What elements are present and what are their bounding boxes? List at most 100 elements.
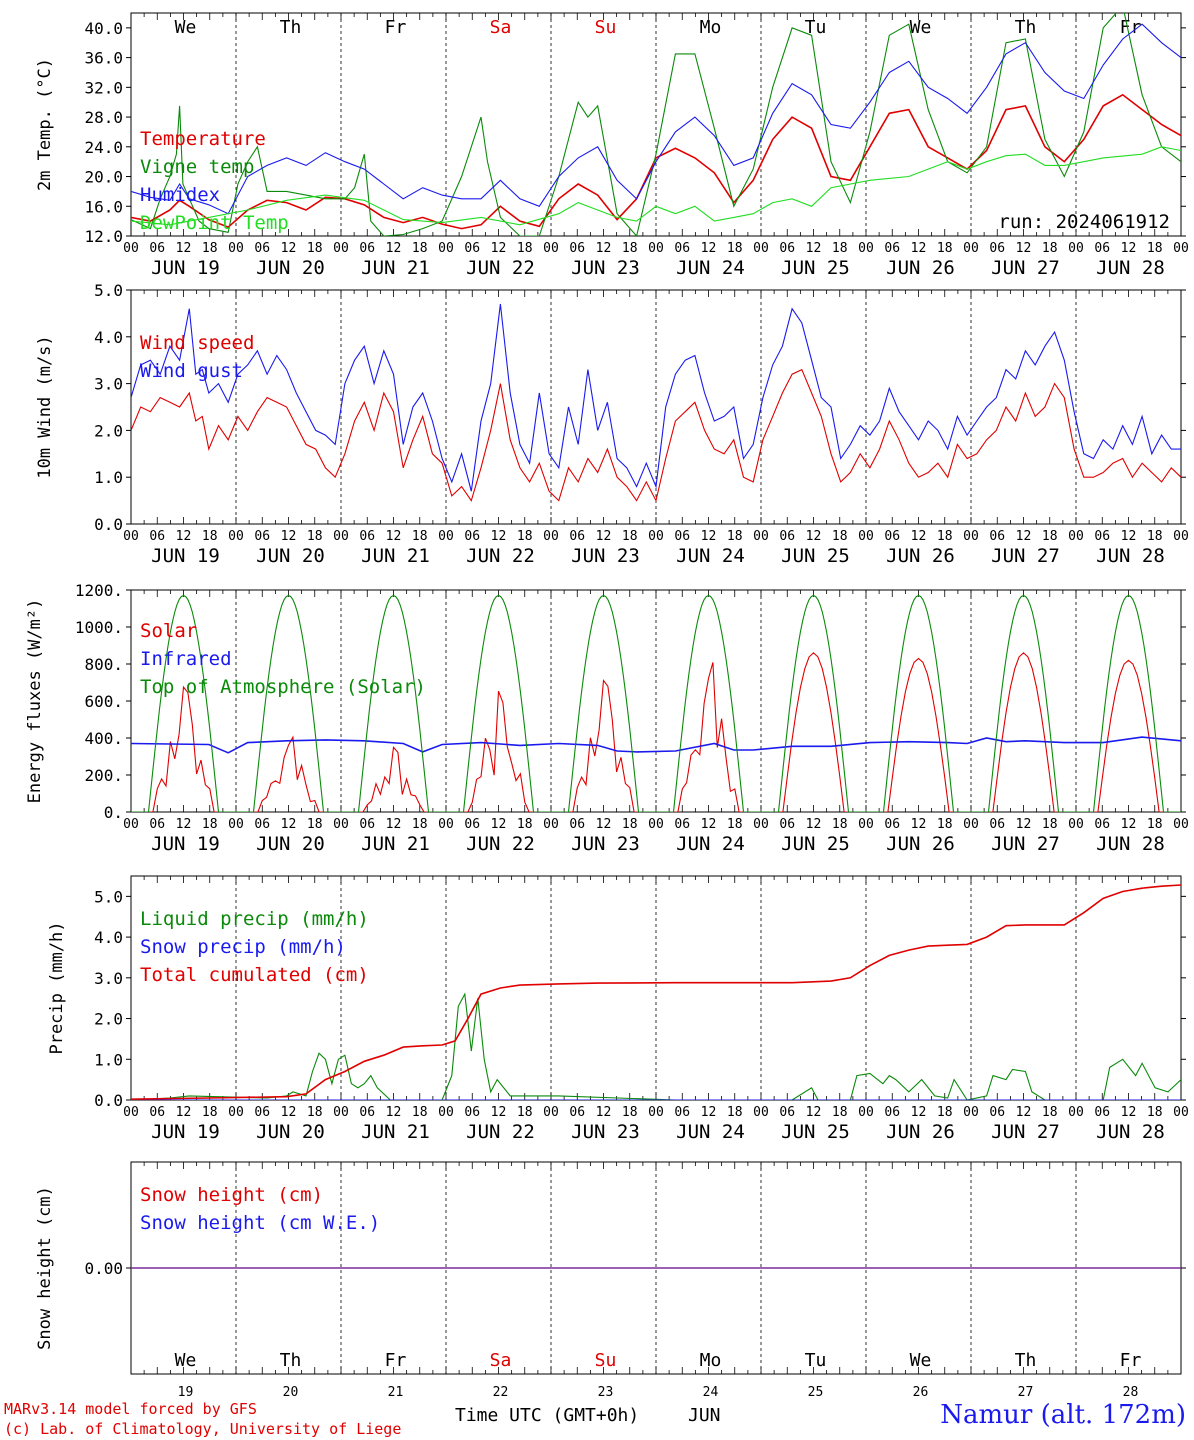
run-label: run: 2024061912 <box>998 211 1170 233</box>
hour-tick-label: 06 <box>989 241 1005 256</box>
date-label: JUN 26 <box>886 545 955 567</box>
hour-tick-label: 18 <box>1147 241 1163 256</box>
hour-tick-label: 00 <box>858 529 874 544</box>
hour-tick-label: 06 <box>464 817 480 832</box>
hour-tick-label: 00 <box>1173 241 1189 256</box>
hour-tick-label: 12 <box>806 241 822 256</box>
panel-1: 12.0 16.0 20.0 24.0 28.0 32.0 36.0 40.0 2m Temp.… <box>35 12 1189 279</box>
y-tick-label: 200. <box>84 766 123 785</box>
hour-tick-label: 00 <box>1173 1105 1189 1120</box>
hour-tick-label: 00 <box>1068 241 1084 256</box>
hour-tick-label: 06 <box>884 817 900 832</box>
date-label: JUN 25 <box>781 833 850 855</box>
hour-tick-label: 18 <box>307 529 323 544</box>
hour-tick-label: 18 <box>517 241 533 256</box>
hour-tick-label: 12 <box>596 241 612 256</box>
hour-tick-label: 12 <box>1121 529 1137 544</box>
panel-5: 0.00 Snow height (cm) We Th Fr Sa Su Mo Tu We Th Fr… <box>35 1161 1186 1400</box>
hour-tick-label: 00 <box>333 1105 349 1120</box>
hour-tick-label: 06 <box>1094 1105 1110 1120</box>
hour-tick-label: 12 <box>491 817 507 832</box>
date-label: JUN 20 <box>256 257 325 279</box>
hour-tick-label: 00 <box>438 529 454 544</box>
hour-tick-label: 18 <box>622 241 638 256</box>
hour-tick-label: 06 <box>359 1105 375 1120</box>
hour-tick-label: 06 <box>359 241 375 256</box>
date-label: JUN 21 <box>361 545 430 567</box>
hour-tick-label: 06 <box>464 529 480 544</box>
hour-tick-label: 06 <box>1094 817 1110 832</box>
hour-tick-label: 06 <box>464 241 480 256</box>
day-number-label: 24 <box>703 1385 719 1400</box>
hour-tick-label: 00 <box>1173 529 1189 544</box>
hour-tick-label: 06 <box>254 529 270 544</box>
hour-tick-label: 06 <box>779 241 795 256</box>
hour-tick-label: 18 <box>517 817 533 832</box>
y-tick-label: 12.0 <box>84 227 123 246</box>
hour-tick-label: 18 <box>1147 817 1163 832</box>
hour-tick-label: 18 <box>517 529 533 544</box>
y-tick-label: 2.0 <box>94 1010 123 1029</box>
y-tick-label: 5.0 <box>94 281 123 300</box>
day-number-label: 23 <box>598 1385 614 1400</box>
y-tick-label: 0.0 <box>94 515 123 534</box>
hour-tick-label: 18 <box>202 1105 218 1120</box>
y-tick-label: 0.0 <box>94 1091 123 1110</box>
model-credit: MARv3.14 model forced by GFS <box>4 1400 257 1418</box>
date-label: JUN 28 <box>1096 833 1165 855</box>
hour-tick-label: 00 <box>648 241 664 256</box>
series-vigne-temp <box>131 13 1181 236</box>
hour-tick-label: 06 <box>989 529 1005 544</box>
date-label: JUN 26 <box>886 1121 955 1143</box>
hour-tick-label: 06 <box>569 817 585 832</box>
legend-entry: Top of Atmosphere (Solar) <box>140 676 426 698</box>
hour-tick-label: 06 <box>359 529 375 544</box>
hour-tick-label: 12 <box>911 817 927 832</box>
hour-tick-label: 00 <box>123 241 139 256</box>
hour-tick-label: 06 <box>989 817 1005 832</box>
day-of-week-label: Tu <box>805 1350 827 1371</box>
hour-tick-label: 18 <box>1147 1105 1163 1120</box>
hour-tick-label: 12 <box>701 1105 717 1120</box>
hour-tick-label: 00 <box>1173 817 1189 832</box>
hour-tick-label: 18 <box>1147 529 1163 544</box>
y-axis-label: Precip (mm/h) <box>47 921 67 1054</box>
hour-tick-label: 12 <box>911 529 927 544</box>
date-label: JUN 27 <box>991 257 1060 279</box>
y-tick-label: 32.0 <box>84 78 123 97</box>
hour-tick-label: 00 <box>963 817 979 832</box>
date-label: JUN 20 <box>256 833 325 855</box>
day-of-week-label: Mo <box>700 17 722 38</box>
day-number-label: 26 <box>913 1385 929 1400</box>
date-label: JUN 20 <box>256 545 325 567</box>
hour-tick-label: 12 <box>1121 241 1137 256</box>
y-axis-label: 10m Wind (m/s) <box>35 335 55 478</box>
date-label: JUN 19 <box>151 257 220 279</box>
date-label: JUN 23 <box>571 257 640 279</box>
hour-tick-label: 06 <box>1094 529 1110 544</box>
day-number-label: 21 <box>388 1385 404 1400</box>
y-tick-label: 1200. <box>75 581 123 600</box>
hour-tick-label: 12 <box>491 1105 507 1120</box>
date-label: JUN 22 <box>466 1121 535 1143</box>
series-wind-gust <box>131 303 1181 492</box>
hour-tick-label: 06 <box>149 1105 165 1120</box>
hour-tick-label: 18 <box>622 1105 638 1120</box>
hour-tick-label: 18 <box>727 817 743 832</box>
panel-3: 0. 200. 400. 600. 800. 1000. 1200. Energy fluxe… <box>25 581 1189 855</box>
hour-tick-label: 18 <box>412 1105 428 1120</box>
series-top-of-atmosphere-solar <box>131 594 1181 812</box>
legend-entry: DewPoint Temp <box>140 212 289 234</box>
legend-entry: Wind speed <box>140 332 254 354</box>
date-label: JUN 25 <box>781 1121 850 1143</box>
y-tick-label: 3.0 <box>94 375 123 394</box>
hour-tick-label: 06 <box>254 1105 270 1120</box>
series-infrared <box>131 736 1181 754</box>
hour-tick-label: 06 <box>884 241 900 256</box>
hour-tick-label: 06 <box>1094 241 1110 256</box>
hour-tick-label: 00 <box>753 1105 769 1120</box>
hour-tick-label: 06 <box>359 817 375 832</box>
hour-tick-label: 00 <box>543 1105 559 1120</box>
meteogram-chart: 12.0 16.0 20.0 24.0 28.0 32.0 36.0 40.0 2m Temp.… <box>25 12 1189 1400</box>
y-axis-label: Energy fluxes (W/m²) <box>25 599 45 804</box>
